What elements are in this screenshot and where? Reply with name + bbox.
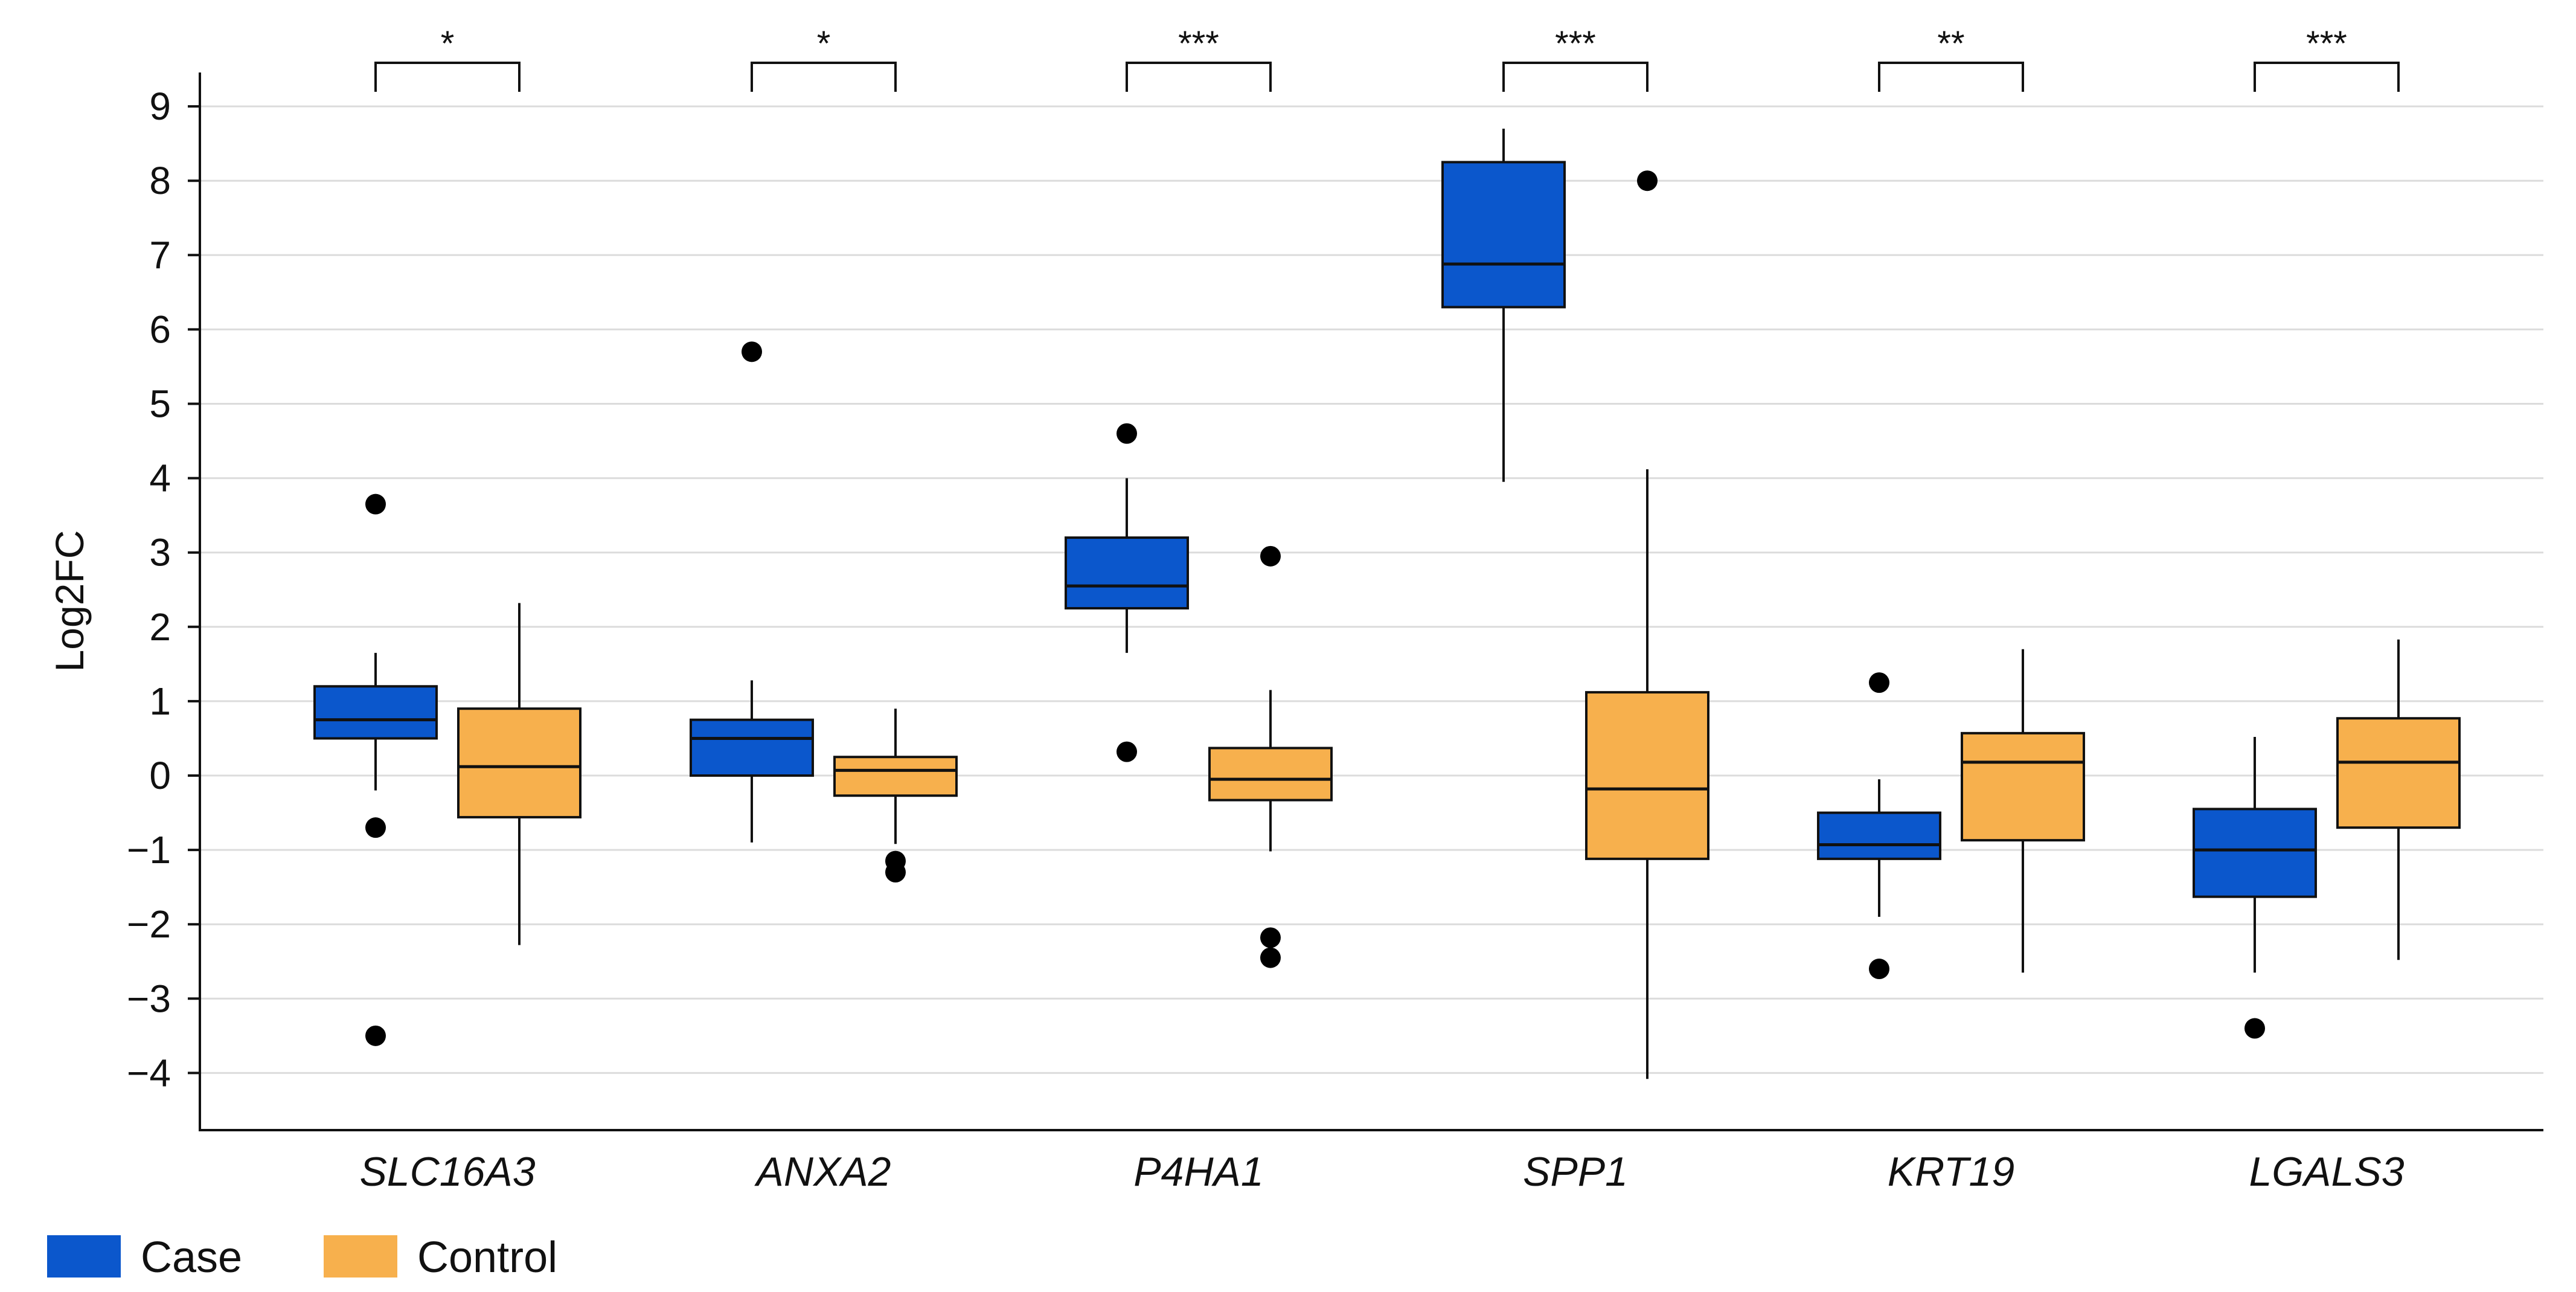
outlier-point (1260, 545, 1281, 567)
outlier-point (365, 817, 386, 838)
y-tick-labels: 9 8 7 6 5 4 3 2 1 0 −1 −2 −3 −4 (127, 85, 200, 1094)
x-category-label: LGALS3 (2249, 1149, 2404, 1195)
y-tick-label: 3 (149, 531, 171, 574)
box-control (1961, 649, 2085, 973)
significance-bracket (1126, 62, 1272, 92)
grid-lines (200, 105, 2543, 1074)
y-tick-label: −1 (127, 828, 171, 872)
y-tick-label: 4 (149, 457, 171, 500)
outlier-point (1117, 741, 1137, 762)
box-case (2193, 736, 2317, 1039)
box-body (1961, 731, 2085, 842)
outlier-point (885, 862, 906, 883)
significance-bracket (374, 62, 521, 92)
legend-label-control: Control (417, 1233, 557, 1282)
x-category-label: KRT19 (1888, 1149, 2014, 1195)
y-axis-title: Log2FC (47, 530, 92, 672)
box-body (2336, 717, 2461, 829)
axes (199, 72, 2543, 1131)
box-body (313, 685, 438, 740)
box-body (1065, 536, 1189, 610)
outlier-point (1260, 927, 1281, 948)
outlier-point (1117, 423, 1137, 444)
outlier-point (365, 1025, 386, 1046)
significance-bracket (1878, 62, 2024, 92)
significance-bracket (2254, 62, 2400, 92)
outlier-point (2244, 1018, 2265, 1039)
box-case (1817, 672, 1941, 980)
box-control (1208, 545, 1333, 968)
y-tick-label: −4 (127, 1051, 171, 1094)
significance-label: *** (1555, 24, 1596, 63)
box-body (1817, 811, 1941, 860)
significance-bracket (751, 62, 897, 92)
legend-label-case: Case (141, 1233, 242, 1282)
x-category-labels: SLC16A3 ANXA2 P4HA1 SPP1 KRT19 LGALS3 (359, 1149, 2404, 1195)
y-tick-label: −3 (127, 977, 171, 1020)
legend-swatch-case (47, 1235, 121, 1278)
significance-bracket (1502, 62, 1648, 92)
box-body (457, 707, 582, 818)
legend-swatch-control (324, 1235, 397, 1278)
outlier-point (1260, 947, 1281, 968)
significance-label: ** (1937, 24, 1964, 63)
significance-label: * (817, 24, 831, 63)
x-category-label: SPP1 (1523, 1149, 1628, 1195)
significance-label: *** (1178, 24, 1219, 63)
y-tick-label: 9 (149, 85, 171, 128)
box-control (2336, 639, 2461, 960)
box-case (313, 493, 438, 1046)
y-tick-label: −2 (127, 902, 171, 946)
box-body (1208, 747, 1333, 802)
y-tick-label: 5 (149, 382, 171, 426)
legend: Case Control (47, 1233, 557, 1282)
box-case (690, 341, 814, 843)
significance-label: * (441, 24, 455, 63)
box-control (1585, 170, 1709, 1079)
box-body (690, 718, 814, 777)
outlier-point (365, 493, 386, 515)
y-tick-label: 0 (149, 754, 171, 797)
boxes (313, 129, 2461, 1079)
box-body (2193, 808, 2317, 898)
box-body (1441, 161, 1566, 309)
box-case (1065, 423, 1189, 762)
box-body (833, 756, 958, 797)
y-tick-label: 8 (149, 159, 171, 202)
y-tick-label: 6 (149, 307, 171, 351)
box-control (833, 709, 958, 883)
box-control (457, 603, 582, 945)
box-case (1441, 129, 1566, 482)
box-body (1585, 691, 1709, 860)
outlier-point (1869, 959, 1889, 980)
outlier-point (742, 341, 762, 362)
outlier-point (1869, 672, 1889, 693)
y-tick-label: 1 (149, 680, 171, 723)
y-tick-label: 2 (149, 605, 171, 649)
x-category-label: P4HA1 (1133, 1149, 1263, 1195)
y-tick-label: 7 (149, 233, 171, 277)
x-category-label: ANXA2 (754, 1149, 891, 1195)
x-category-label: SLC16A3 (359, 1149, 535, 1195)
outlier-point (1637, 170, 1658, 191)
significance-label: *** (2306, 24, 2347, 63)
significance-annotations: * * *** *** ** *** (374, 24, 2400, 92)
